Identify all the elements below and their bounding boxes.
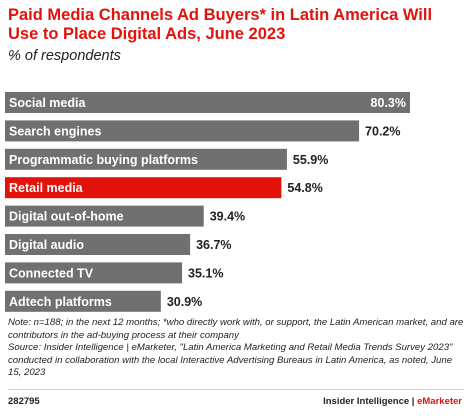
brand-label: Insider Intelligence | eMarketer (323, 396, 462, 407)
category-label-retail-media: Retail media (9, 181, 84, 195)
category-label-digital-audio: Digital audio (9, 238, 84, 252)
category-label-social-media: Social media (9, 96, 86, 110)
value-label-search-engines: 70.2% (365, 124, 400, 138)
chart-id: 282795 (8, 396, 40, 407)
chart-note: Note: n=188; in the next 12 months; *who… (8, 317, 464, 380)
value-label-social-media: 80.3% (371, 96, 406, 110)
bar-search-engines (5, 120, 360, 142)
chart-title: Paid Media Channels Ad Buyers* in Latin … (8, 6, 433, 43)
value-label-adtech-platforms: 30.9% (167, 295, 202, 309)
bar-digital-audio (5, 234, 191, 255)
bar-social-media (5, 92, 410, 113)
bar-retail-media (5, 177, 282, 199)
bar-connected-tv (5, 262, 183, 284)
bar-chart: Social media 80.3% Search engines 70.2% Prog… (5, 92, 410, 312)
bar-adtech-platforms (5, 290, 161, 312)
bar-digital-out-of-home (5, 205, 204, 227)
category-label-search-engines: Search engines (9, 124, 101, 138)
value-label-connected-tv: 35.1% (188, 266, 223, 280)
source-text: Source: Insider Intelligence | eMarketer… (8, 342, 453, 379)
category-label-programmatic-buying-platforms: Programmatic buying platforms (9, 153, 198, 167)
value-label-digital-out-of-home: 39.4% (210, 210, 245, 224)
footer-divider (8, 389, 464, 390)
category-label-adtech-platforms: Adtech platforms (9, 295, 112, 309)
value-label-programmatic-buying-platforms: 55.9% (293, 153, 328, 167)
value-label-retail-media: 54.8% (287, 181, 322, 195)
brand-left: Insider Intelligence | (323, 396, 418, 407)
chart-subtitle: % of respondents (8, 48, 121, 64)
value-label-digital-audio: 36.7% (196, 238, 231, 252)
brand-right: eMarketer (417, 396, 462, 407)
category-label-connected-tv: Connected TV (9, 266, 94, 280)
note-text: Note: n=188; in the next 12 months; *who… (8, 317, 464, 341)
bar-programmatic-buying-platforms (5, 148, 287, 170)
category-label-digital-out-of-home: Digital out-of-home (9, 210, 124, 224)
